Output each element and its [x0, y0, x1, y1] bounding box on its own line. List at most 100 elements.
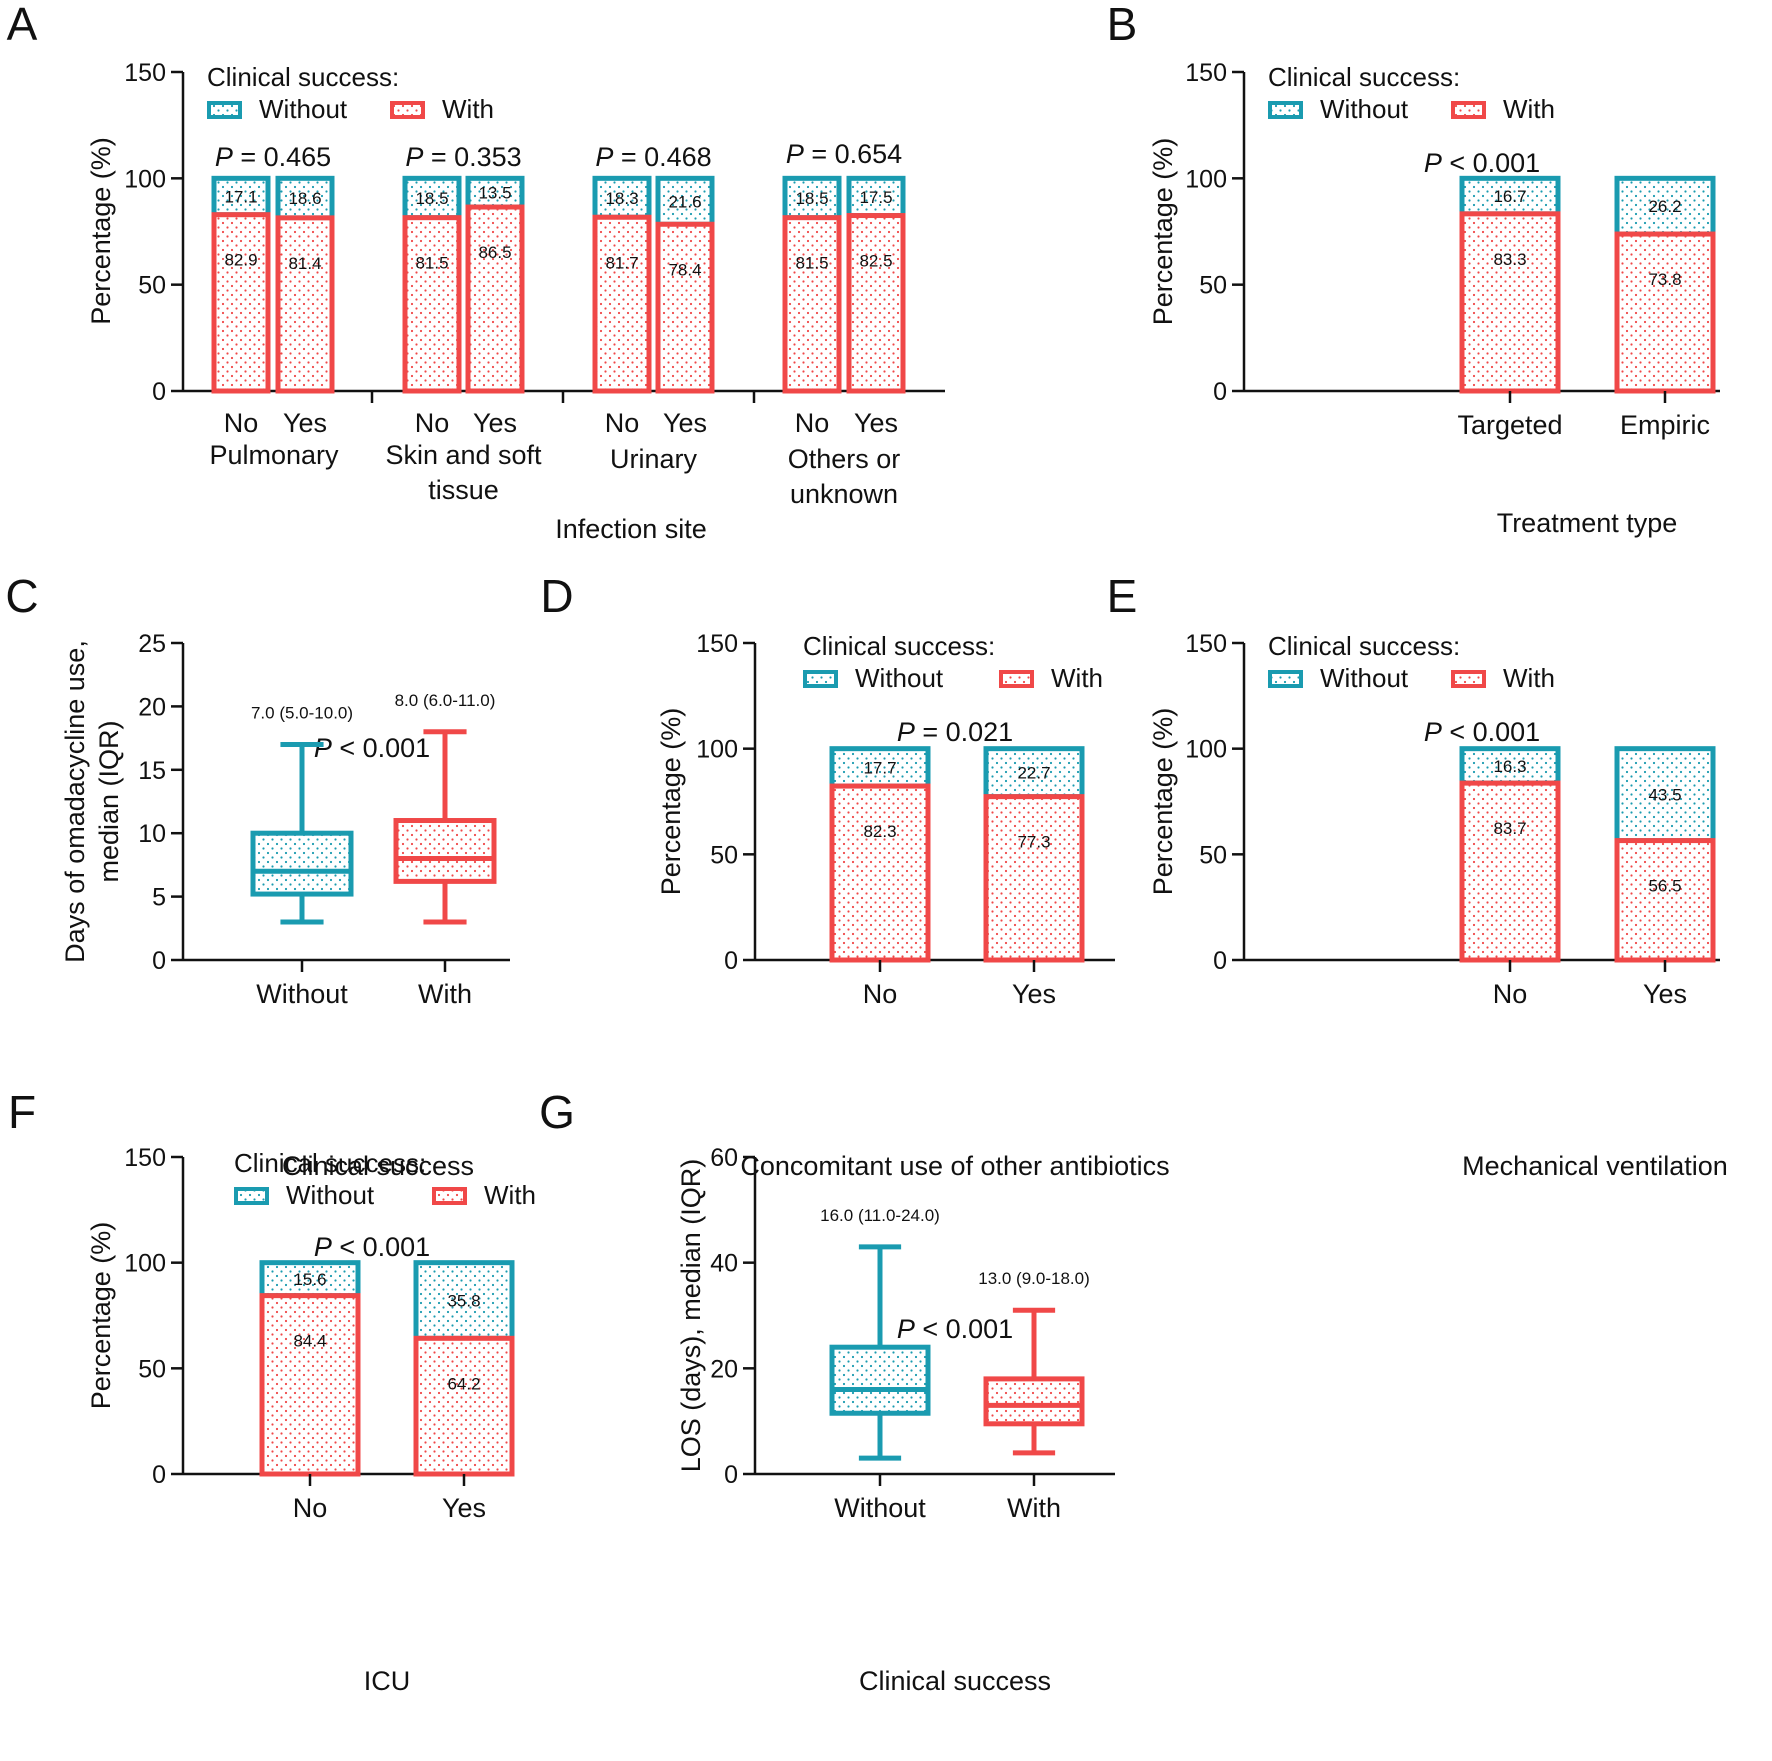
panel-B-x-tick-label: Empiric	[1620, 410, 1710, 440]
panel-A-bar-with	[846, 213, 906, 394]
panel-letter-B: B	[1107, 0, 1138, 50]
panel-A-bar-without-label: 17.1	[224, 188, 257, 207]
panel-E-bar-with	[1459, 780, 1561, 963]
panel-E-bar-with-label: 83.7	[1493, 819, 1526, 838]
panel-A-legend-label-with: With	[442, 94, 494, 124]
panel-C-box-label: 8.0 (6.0-11.0)	[395, 691, 496, 710]
panel-E-bar-with-label: 56.5	[1648, 877, 1681, 896]
panel-F-legend-swatch-without	[234, 1187, 269, 1205]
panel-A-y-tick-label: 150	[124, 59, 166, 87]
panel-A-x-tick-label: Yes	[283, 408, 327, 438]
panel-letter-E: E	[1107, 570, 1138, 622]
panel-A-group-label: Skin and soft	[385, 440, 542, 470]
panel-A-bar-with-label: 78.4	[668, 260, 701, 279]
panel-C-x-tick-label: Without	[256, 979, 348, 1009]
panel-A-bar-without-label: 18.6	[288, 189, 321, 208]
panel-F-bar-with-label: 64.2	[447, 1374, 480, 1393]
panel-B-y-tick-label: 0	[1213, 378, 1227, 406]
panel-F-x-tick-label: No	[293, 1493, 328, 1523]
panel-F-y-tick-label: 150	[124, 1144, 166, 1172]
panel-F-legend-label-with: With	[484, 1180, 536, 1210]
panel-C-y-axis-label: median (IQR)	[94, 720, 124, 882]
panel-D-legend-swatch-with	[999, 670, 1034, 688]
panel-G-x-axis-label: Clinical success	[859, 1666, 1051, 1696]
panel-E-x-tick-label: Yes	[1643, 979, 1687, 1009]
panel-G-box	[983, 1376, 1085, 1427]
panel-B-bar-with-label: 83.3	[1493, 250, 1526, 269]
panel-F-x-axis-label: ICU	[364, 1666, 411, 1696]
panel-A-bar-with-label: 82.5	[859, 252, 892, 271]
panel-G-y-tick-label: 0	[724, 1461, 738, 1489]
panel-E-bar-without	[1459, 746, 1561, 786]
panel-A-x-tick-label: Yes	[473, 408, 517, 438]
panel-A-legend-title: Clinical success:	[207, 62, 399, 92]
panel-C-y-tick-label: 5	[152, 884, 166, 912]
panel-F-bar-without-label: 35.8	[447, 1291, 480, 1310]
panel-letter-C: C	[5, 570, 38, 622]
panel-E-y-axis-label: Percentage (%)	[1148, 708, 1178, 896]
panel-D-bar-with-label: 82.3	[863, 822, 896, 841]
panel-A-x-tick-label: Yes	[854, 408, 898, 438]
panel-D-y-tick-label: 100	[696, 736, 738, 764]
panel-D-y-axis-label: Percentage (%)	[656, 708, 686, 896]
panel-G-box	[829, 1344, 931, 1416]
panel-D-y-tick-label: 150	[696, 630, 738, 658]
panel-B-legend-title: Clinical success:	[1268, 62, 1460, 92]
panel-D-p-value: P = 0.021	[897, 717, 1013, 747]
panel-D-legend-label-without: Without	[855, 663, 944, 693]
panel-B-p-value: P < 0.001	[1424, 148, 1540, 178]
panel-F-legend-label-without: Without	[286, 1180, 375, 1210]
panel-B-y-tick-label: 150	[1185, 59, 1227, 87]
panel-A-group-label: tissue	[428, 475, 499, 505]
panel-C-box	[393, 818, 497, 884]
panel-B-legend-label-without: Without	[1320, 94, 1409, 124]
panel-F-bar-with	[413, 1335, 515, 1477]
panel-A-bar-without-label: 17.5	[859, 188, 892, 207]
panel-F-bar-without-label: 15.6	[293, 1270, 326, 1289]
panel-letter-A: A	[7, 0, 38, 50]
panel-A-y-axis-label: Percentage (%)	[86, 137, 116, 325]
panel-D-bar-without	[983, 746, 1085, 800]
panel-A-bar-with	[275, 215, 335, 394]
panel-G-box-label: 13.0 (9.0-18.0)	[978, 1269, 1090, 1288]
panel-A-p-value: P = 0.468	[595, 142, 711, 172]
panel-letter-G: G	[539, 1086, 575, 1138]
panel-B-bar-with	[1614, 231, 1716, 394]
panel-A-x-tick-label: No	[224, 408, 259, 438]
panel-C-box-label: 7.0 (5.0-10.0)	[251, 703, 353, 722]
panel-D-y-tick-label: 0	[724, 947, 738, 975]
panel-B-x-tick-label: Targeted	[1457, 410, 1562, 440]
panel-A-x-tick-label: Yes	[663, 408, 707, 438]
panel-D-x-axis-label: Concomitant use of other antibiotics	[740, 1151, 1169, 1181]
panel-E-bar-without-label: 43.5	[1648, 786, 1681, 805]
panel-A-x-tick-label: No	[415, 408, 450, 438]
panel-A-legend-swatch-without	[207, 101, 242, 119]
panel-A-x-tick-label: No	[605, 408, 640, 438]
panel-B-x-axis-label: Treatment type	[1497, 508, 1678, 538]
panel-D-bar-with	[829, 783, 931, 963]
panel-C-x-axis-label: Clinical success	[282, 1151, 474, 1181]
panel-F-legend-swatch-with	[432, 1187, 467, 1205]
panel-E-legend-label-without: Without	[1320, 663, 1409, 693]
panel-F-y-tick-label: 50	[138, 1355, 166, 1383]
panel-E-legend-swatch-without	[1268, 670, 1303, 688]
panel-A-bar-with-label: 81.5	[795, 254, 828, 273]
panel-D-legend-title: Clinical success:	[803, 631, 995, 661]
panel-C-p-value: P < 0.001	[314, 733, 430, 763]
panel-D-legend-label-with: With	[1051, 663, 1103, 693]
panel-G-box-label: 16.0 (11.0-24.0)	[820, 1206, 940, 1225]
panel-G-p-value: P < 0.001	[897, 1314, 1013, 1344]
panel-A-bar-without-label: 13.5	[478, 184, 511, 203]
panel-E-y-tick-label: 50	[1199, 841, 1227, 869]
panel-C-y-tick-label: 15	[138, 757, 166, 785]
panel-A-bar-with-label: 82.9	[224, 251, 257, 270]
panel-C-box	[250, 830, 354, 897]
panel-A-y-tick-label: 0	[152, 378, 166, 406]
panel-E-bar-without	[1614, 746, 1716, 844]
panel-D-bar-with-label: 77.3	[1017, 833, 1050, 852]
panel-F-p-value: P < 0.001	[314, 1232, 430, 1262]
panel-C-x-tick-label: With	[418, 979, 472, 1009]
panel-F-y-tick-label: 0	[152, 1461, 166, 1489]
panel-D-bar-with	[983, 794, 1085, 963]
